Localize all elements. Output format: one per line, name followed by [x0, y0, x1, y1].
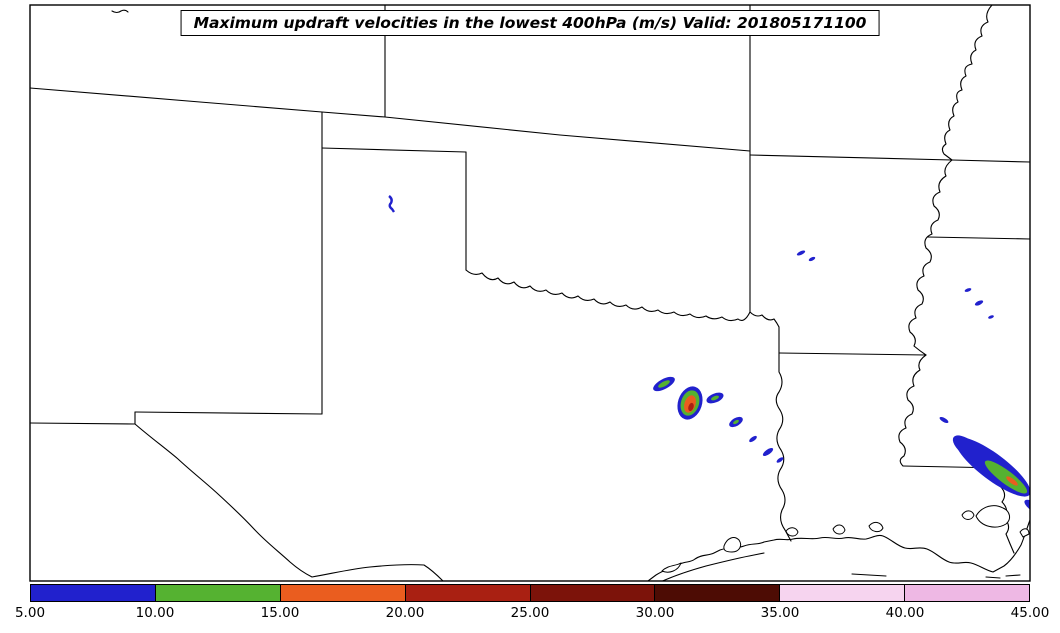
colorbar-tick-35: 35.00	[760, 605, 800, 621]
colorbar-tick-45: 45.00	[1010, 605, 1050, 621]
river-fragment-top-left	[111, 9, 129, 14]
storm-cell-river-speck-3	[988, 315, 994, 319]
storm-cells-layer	[388, 195, 1030, 513]
colorbar-tick-30: 30.00	[635, 605, 675, 621]
colorbar-tick-25: 25.00	[510, 605, 550, 621]
colorbar-tick-20: 20.00	[385, 605, 425, 621]
plot-title-box: Maximum updraft velocities in the lowest…	[180, 10, 880, 36]
colorbar-tick-10: 10.00	[135, 605, 175, 621]
storm-cell-netx-3-green	[733, 419, 739, 425]
gulf-coastline	[647, 519, 1030, 581]
state-border-ks-ok	[384, 116, 751, 152]
colorbar-segment-35-40	[780, 585, 906, 601]
river-mississippi-north	[941, 5, 993, 161]
state-border-tn-ms	[927, 236, 1030, 240]
state-border-ar-la	[778, 352, 927, 356]
state-border-mo-ar	[749, 154, 1030, 163]
storm-cell-netx-main-red	[688, 402, 694, 412]
storm-cell-netx-6	[776, 457, 784, 463]
river-mississippi-south	[898, 354, 927, 467]
lake-borgne	[1019, 528, 1030, 538]
river-mississippi-mid	[908, 159, 953, 356]
storm-cell-river-speck-4	[939, 416, 949, 424]
storm-cell-river-speck-2	[974, 300, 984, 306]
colorbar-segment-10-15	[155, 585, 281, 601]
colorbar-segment-5-10	[31, 585, 156, 601]
storm-cell-ar-speck-1	[796, 250, 806, 256]
lake-pontchartrain	[975, 505, 1011, 528]
lake-grand	[868, 521, 884, 533]
barrier-island-ms-1	[985, 576, 1001, 579]
storm-cell-river-speck-1	[964, 288, 972, 292]
colorbar-segment-15-20	[280, 585, 406, 601]
map-frame	[29, 4, 1031, 582]
border-nm-mexico	[30, 422, 136, 425]
colorbar-segment-30-35	[655, 585, 781, 601]
storm-cell-netx-2-green	[711, 395, 719, 401]
storm-cell-tx-panhandle	[388, 195, 395, 213]
plot-title: Maximum updraft velocities in the lowest…	[193, 14, 867, 32]
colorbar-segment-20-25	[405, 585, 531, 601]
lake-maurepas	[961, 510, 975, 520]
river-red-river-arkansas	[749, 311, 780, 328]
storm-cell-ar-speck-2	[808, 256, 816, 262]
storm-cell-netx-5	[762, 447, 774, 457]
colorbar-segment-40-45	[905, 585, 1029, 601]
lake-matagorda-bay	[661, 562, 682, 573]
river-red-river	[465, 269, 751, 322]
colorbar	[30, 584, 1030, 602]
barrier-island-texas	[661, 552, 765, 581]
river-sabine-tx-la	[775, 352, 792, 542]
colorbar-segment-25-30	[530, 585, 656, 601]
state-border-tx-panhandle-top	[321, 147, 467, 153]
colorbar-tick-40: 40.00	[885, 605, 925, 621]
storm-cell-lams-blue-tail	[1024, 499, 1030, 513]
storm-cell-lams-orange	[1006, 476, 1018, 486]
river-rio-grande	[134, 423, 444, 581]
state-border-37n-west	[30, 87, 386, 118]
colorbar-tick-15: 15.00	[260, 605, 300, 621]
barrier-island-ms-2	[1005, 574, 1021, 577]
lake-sabine	[785, 527, 799, 537]
storm-cell-netx-1-green	[658, 380, 670, 388]
lake-calcasieu	[832, 524, 846, 535]
colorbar-ticks: 5.00 10.00 15.00 20.00 25.00 30.00 35.00…	[0, 605, 1060, 627]
barrier-island-louisiana	[851, 573, 887, 577]
state-border-nm-tx-32n	[134, 411, 323, 415]
lake-galveston-bay	[723, 537, 742, 553]
colorbar-tick-5: 5.00	[14, 605, 46, 621]
storm-cell-netx-4	[749, 435, 757, 443]
